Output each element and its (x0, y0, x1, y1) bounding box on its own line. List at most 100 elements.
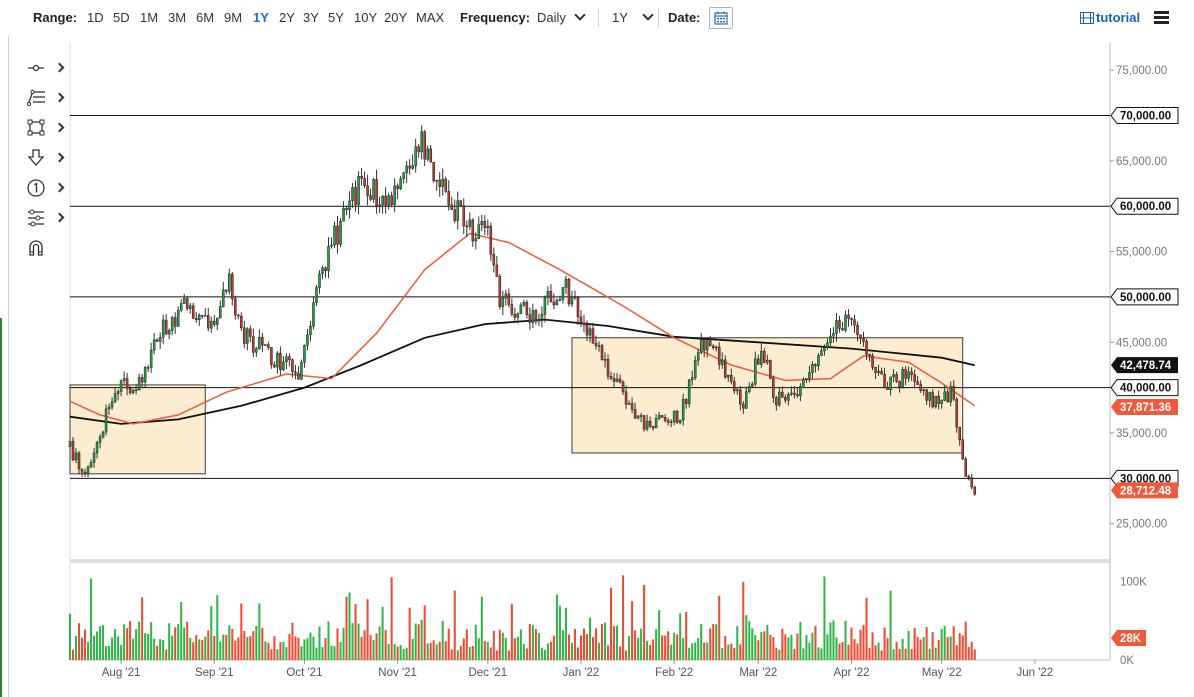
candle (357, 171, 360, 215)
level-tag-label: 50,000.00 (1120, 292, 1171, 304)
x-tick-label: Oct '21 (286, 667, 322, 679)
tutorial-link[interactable]: tutorial (1080, 0, 1140, 36)
volume-bar (736, 626, 739, 660)
volume-bar (889, 590, 892, 660)
volume-bar (381, 606, 384, 660)
candle (781, 386, 784, 398)
y-tick-label: 75,000.00 (1116, 65, 1167, 77)
volume-bar (739, 644, 742, 660)
volume-bar (297, 637, 300, 660)
candle (973, 485, 977, 496)
volume-bar (120, 645, 123, 660)
ma50-line (69, 232, 976, 425)
candle (408, 159, 411, 175)
period-dropdown[interactable]: 1Y (612, 0, 654, 36)
volume-bar (799, 621, 802, 660)
candle (101, 430, 105, 439)
range-1y[interactable]: 1Y (253, 10, 269, 25)
candle (206, 307, 210, 332)
range-3y[interactable]: 3Y (303, 10, 319, 25)
volume-bar (204, 636, 207, 660)
volume-bar (898, 648, 901, 660)
volume-bar (754, 634, 757, 660)
candle (772, 375, 775, 404)
candle (525, 299, 529, 319)
volume-bar (570, 642, 573, 660)
volume-bar (787, 637, 790, 660)
volume-bar (171, 635, 174, 660)
calendar-icon (714, 11, 728, 25)
volume-bar (234, 640, 237, 660)
volume-bar (880, 650, 883, 660)
candle (363, 171, 366, 189)
range-5d[interactable]: 5D (113, 10, 130, 25)
magnet-tool[interactable] (26, 236, 70, 260)
volume-bar (345, 596, 348, 660)
candle (621, 380, 625, 396)
volume-bar (123, 624, 126, 660)
volume-tag-label: 28K (1120, 633, 1142, 645)
chevron-down-icon (574, 9, 586, 21)
range-1d[interactable]: 1D (87, 10, 104, 25)
date-picker-button[interactable] (709, 7, 733, 29)
volume-bar (102, 625, 105, 660)
volume-bar (622, 575, 625, 660)
volume-bar (375, 633, 378, 660)
candle (489, 222, 493, 261)
measure-tool[interactable] (26, 206, 70, 230)
candle (832, 327, 835, 343)
hamburger-icon[interactable] (1154, 11, 1169, 24)
range-1m[interactable]: 1M (140, 10, 159, 25)
range-6m[interactable]: 6M (196, 10, 215, 25)
candle (657, 411, 661, 421)
candle (687, 378, 691, 408)
range-3m[interactable]: 3M (168, 10, 187, 25)
annotation-tool[interactable] (26, 176, 70, 200)
candle (176, 306, 180, 327)
candle (89, 459, 93, 469)
range-9m[interactable]: 9M (224, 10, 243, 25)
candle (693, 355, 697, 380)
volume-bar (417, 624, 420, 660)
candle (324, 266, 327, 278)
candle (910, 367, 913, 381)
volume-bar (943, 625, 946, 660)
line-tool[interactable] (26, 56, 70, 80)
candle (498, 273, 502, 310)
frequency-dropdown[interactable]: Daily (537, 0, 586, 36)
volume-bar (691, 643, 694, 660)
volume-bar (826, 634, 829, 660)
volume-bar (216, 595, 219, 660)
arrow-tool[interactable] (26, 146, 70, 170)
candle (817, 353, 820, 371)
volume-bar (336, 628, 339, 660)
candle (444, 176, 447, 193)
candle (736, 387, 739, 395)
candle (567, 277, 571, 307)
volume-bar (531, 625, 534, 660)
volume-bar (225, 634, 228, 660)
price-tag-ma50 (1111, 398, 1178, 415)
volume-bar (249, 636, 252, 660)
range-5y[interactable]: 5Y (328, 10, 344, 25)
fib-tool[interactable] (26, 86, 70, 110)
volume-bar (658, 610, 661, 660)
volume-bar (868, 648, 871, 660)
volume-bar (294, 636, 297, 660)
price-chart[interactable]: 75,000.00 65,000.00 55,000.00 45,000.00 35,0… (0, 36, 1194, 697)
range-20y[interactable]: 20Y (384, 10, 408, 25)
volume-bar (564, 607, 567, 660)
volume-bar (585, 634, 589, 660)
volume-bar (670, 644, 673, 660)
range-max[interactable]: MAX (416, 10, 445, 25)
volume-bar (766, 624, 769, 660)
candle (116, 389, 120, 401)
range-10y[interactable]: 10Y (354, 10, 378, 25)
shape-tool[interactable] (26, 116, 70, 140)
range-2y[interactable]: 2Y (279, 10, 295, 25)
measure-icon (28, 209, 44, 227)
volume-bar (393, 644, 396, 660)
candle (931, 389, 934, 409)
frequency-value: Daily (537, 10, 566, 25)
volume-bar (411, 638, 414, 660)
